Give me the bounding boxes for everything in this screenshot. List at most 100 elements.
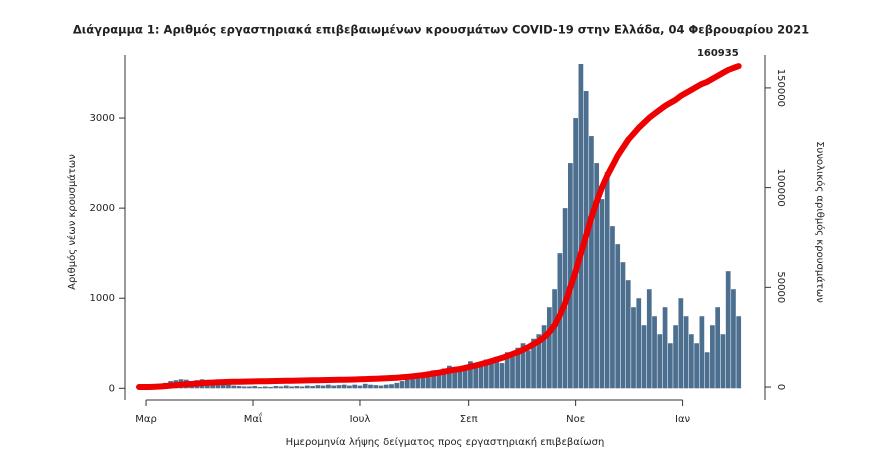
bar <box>331 385 337 389</box>
bar <box>473 363 479 389</box>
bar <box>694 343 699 389</box>
bar <box>441 368 447 389</box>
bar <box>720 334 726 389</box>
bar <box>420 374 426 389</box>
x-tick-label: Μαΐ <box>244 411 263 425</box>
bar <box>678 298 684 389</box>
bar <box>483 359 489 389</box>
bar <box>304 385 310 389</box>
bar <box>568 163 573 389</box>
bar <box>620 262 626 389</box>
bar <box>257 386 263 389</box>
bar <box>736 316 742 389</box>
y-tick-label: 2000 <box>90 203 115 214</box>
bar <box>415 376 421 389</box>
bar <box>610 226 615 389</box>
y2-tick-label: 50000 <box>775 271 786 303</box>
x-tick-label: Νοε <box>566 414 585 425</box>
bar <box>636 298 642 389</box>
bar <box>731 289 736 389</box>
bar <box>294 386 300 389</box>
bar <box>226 384 231 389</box>
bar <box>373 385 379 389</box>
bar <box>578 64 584 389</box>
bar <box>725 271 731 389</box>
bar <box>436 371 442 389</box>
x-axis-label: Ημερομηνία λήψης δείγματος προς εργαστηρ… <box>286 436 605 448</box>
bar <box>478 365 484 389</box>
bar <box>268 386 273 389</box>
bar <box>378 385 384 389</box>
bar <box>625 280 631 389</box>
bar <box>462 365 468 389</box>
bar <box>531 338 536 389</box>
bar <box>452 370 458 389</box>
bar <box>641 325 647 389</box>
x-tick-label: Σεπ <box>460 414 478 425</box>
y-axis-label: Αριθμός νέων κρουσμάτων <box>66 154 78 290</box>
cumulative-line <box>136 63 742 390</box>
bar <box>336 385 342 389</box>
bar <box>704 352 710 389</box>
bar <box>404 379 410 389</box>
bar <box>589 136 594 389</box>
bar <box>326 384 331 389</box>
bar <box>410 377 415 389</box>
bar <box>457 368 463 389</box>
x-tick-label: Ιαν <box>675 414 691 425</box>
bar <box>599 199 605 389</box>
bar <box>699 316 705 389</box>
y2-axis-label: Συνολικός αριθμός κρουσμάτων <box>814 141 826 303</box>
bar <box>515 347 521 389</box>
bar <box>389 384 394 389</box>
bar <box>510 356 515 389</box>
bar <box>646 289 652 389</box>
bar <box>236 386 242 389</box>
bar <box>262 386 268 389</box>
bar <box>394 382 400 389</box>
bar <box>310 386 315 389</box>
bar <box>447 365 452 389</box>
bar <box>368 384 373 389</box>
y2-tick-label: 150000 <box>775 69 786 107</box>
bar <box>278 386 284 389</box>
bar <box>662 307 668 389</box>
bar <box>494 356 500 389</box>
bar <box>299 386 305 389</box>
annotation: 160935 <box>697 48 739 59</box>
bar <box>320 385 326 389</box>
bar <box>383 384 389 389</box>
bar <box>241 386 247 389</box>
bar <box>247 386 252 389</box>
bar <box>573 118 578 389</box>
bar <box>425 372 431 389</box>
bar <box>352 384 358 389</box>
bar <box>683 316 689 389</box>
bar <box>357 385 363 389</box>
bar <box>315 385 321 389</box>
y-tick-label: 1000 <box>90 293 115 304</box>
bar <box>715 307 721 389</box>
bar <box>283 385 289 389</box>
bar <box>604 172 610 389</box>
bar <box>652 316 657 389</box>
bar <box>520 343 526 389</box>
bar <box>273 386 279 389</box>
bar <box>615 244 621 389</box>
y-tick-label: 0 <box>109 383 115 394</box>
bar <box>220 383 226 389</box>
x-tick-label: Ιουλ <box>350 414 371 425</box>
bar <box>667 343 673 389</box>
bar <box>215 382 221 389</box>
bar <box>399 381 405 389</box>
x-tick-label: Μαρ <box>135 414 157 425</box>
bar <box>231 385 237 389</box>
bar <box>536 334 542 389</box>
bar <box>504 352 510 389</box>
bar <box>673 325 678 389</box>
bar <box>631 307 636 389</box>
y2-tick-label: 100000 <box>775 169 786 207</box>
bar <box>541 325 547 389</box>
bar <box>525 350 531 389</box>
